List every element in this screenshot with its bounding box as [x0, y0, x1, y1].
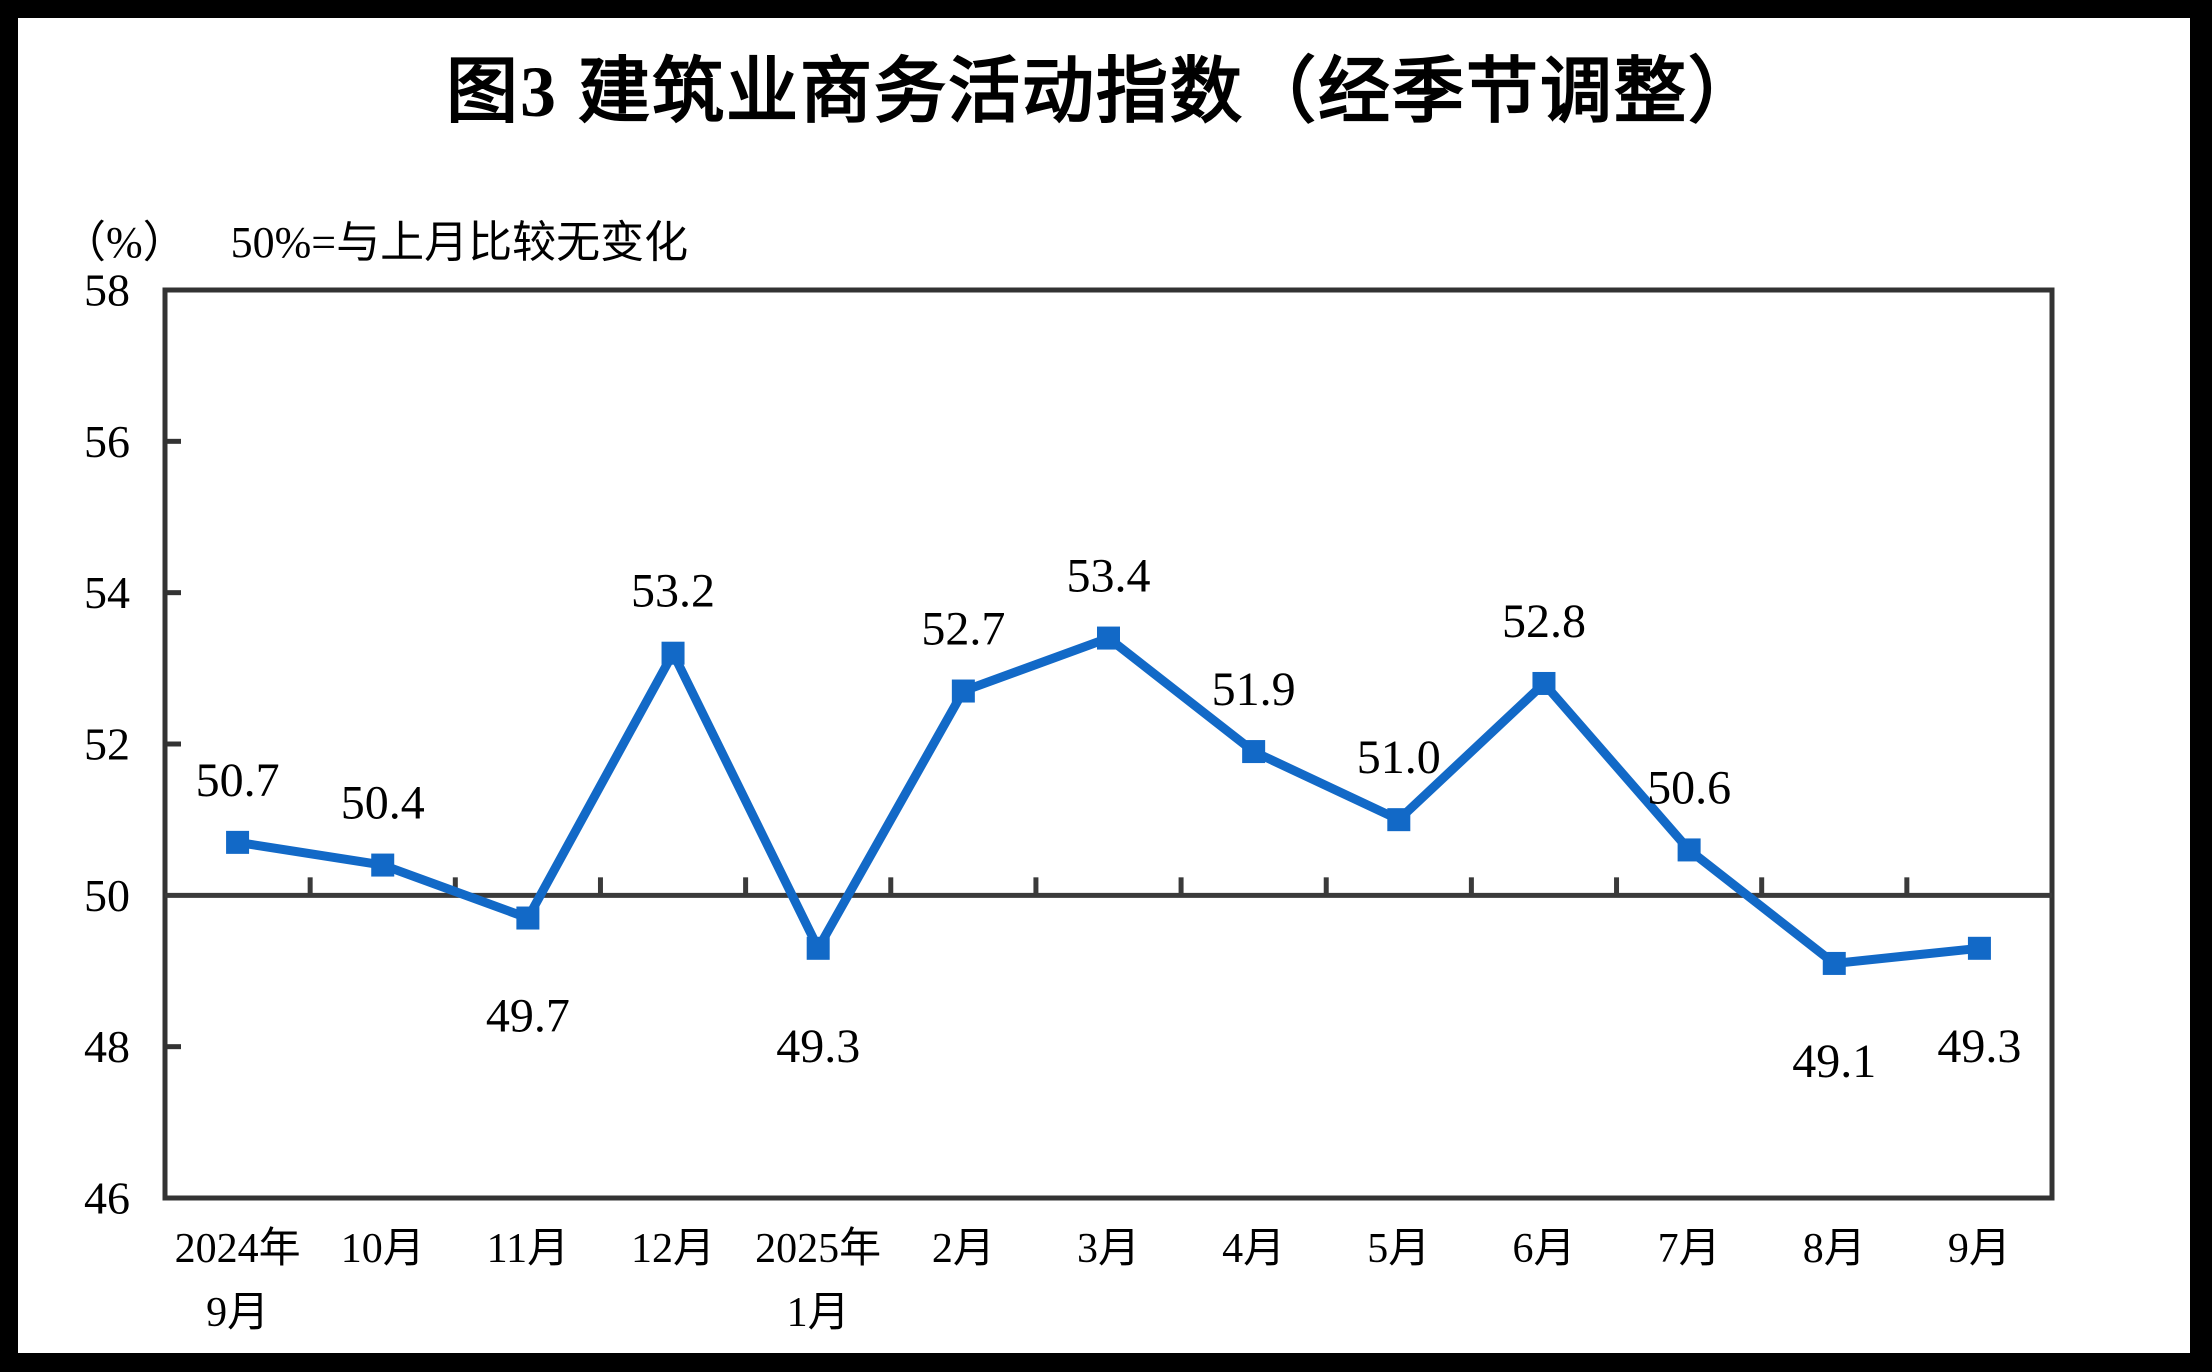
data-label: 53.2 — [631, 565, 715, 618]
data-label: 50.4 — [341, 777, 425, 830]
x-axis-tick-label: 4月 — [1222, 1226, 1285, 1272]
chart-canvas: 图3 建筑业商务活动指数（经季节调整） （%） 50%=与上月比较无变化 58 5… — [18, 18, 2190, 1353]
data-point-marker — [1242, 740, 1266, 764]
chart-subtitle: （%） 50%=与上月比较无变化 — [62, 206, 688, 270]
data-label: 53.4 — [1067, 550, 1151, 603]
data-point-marker — [516, 906, 540, 930]
y-axis-tick-label: 56 — [84, 416, 130, 467]
x-axis-tick-label: 7月 — [1658, 1226, 1721, 1272]
data-point-marker — [806, 936, 830, 960]
data-point-marker — [371, 853, 395, 877]
data-label: 50.7 — [196, 754, 280, 807]
data-label: 49.7 — [486, 990, 570, 1043]
y-axis-tick-label: 48 — [84, 1021, 130, 1072]
y-axis-tick-label: 54 — [84, 567, 130, 618]
data-point-marker — [1387, 808, 1411, 832]
plot-border — [162, 287, 2055, 1201]
y-axis-tick-label: 50 — [84, 870, 130, 921]
data-point-marker — [1097, 626, 1120, 650]
reference-note-label: 50%=与上月比较无变化 — [230, 218, 689, 267]
y-axis-unit-label: （%） — [62, 218, 187, 267]
x-axis-tick-label: 2月 — [932, 1226, 995, 1272]
data-label: 51.9 — [1212, 663, 1296, 716]
x-axis-tick-label: 2025年 — [755, 1225, 881, 1272]
data-point-marker — [1532, 671, 1556, 695]
line-chart: 58 56 54 52 50 48 46 2024年 9月 10月 11月 12月 2025年 1月 2月 3… — [84, 265, 2055, 1336]
data-label: 52.8 — [1502, 595, 1586, 648]
x-axis-tick-label: 5月 — [1367, 1226, 1430, 1272]
data-label: 52.7 — [921, 603, 1005, 656]
data-label: 51.0 — [1357, 731, 1441, 784]
data-point-marker — [661, 641, 685, 665]
y-axis-tick-label: 58 — [84, 265, 130, 316]
x-axis-tick-label: 9月 — [206, 1290, 269, 1336]
x-axis-tick-label: 10月 — [341, 1226, 425, 1272]
y-axis-tick-label: 52 — [84, 719, 130, 770]
x-axis-tick-label: 6月 — [1512, 1226, 1575, 1272]
x-axis-tick-label: 11月 — [487, 1226, 569, 1272]
x-axis-tick-label: 9月 — [1948, 1226, 2011, 1272]
x-axis-tick-label: 3月 — [1077, 1226, 1140, 1272]
data-point-marker — [1822, 951, 1846, 975]
data-point-marker — [1677, 838, 1701, 862]
data-point-marker — [1967, 936, 1991, 960]
data-label: 49.1 — [1792, 1035, 1876, 1088]
x-axis-tick-label: 12月 — [631, 1226, 715, 1272]
data-point-marker — [951, 679, 975, 703]
x-axis-tick-label: 2024年 — [175, 1225, 301, 1272]
data-label: 49.3 — [776, 1020, 860, 1073]
y-axis-tick-label: 46 — [84, 1173, 130, 1224]
data-label: 50.6 — [1647, 761, 1731, 814]
chart-title: 图3 建筑业商务活动指数（经季节调整） — [445, 52, 1762, 132]
data-point-marker — [226, 830, 250, 854]
x-axis-tick-label: 8月 — [1803, 1226, 1866, 1272]
data-label: 49.3 — [1937, 1020, 2021, 1073]
x-axis-tick-label: 1月 — [787, 1290, 850, 1336]
